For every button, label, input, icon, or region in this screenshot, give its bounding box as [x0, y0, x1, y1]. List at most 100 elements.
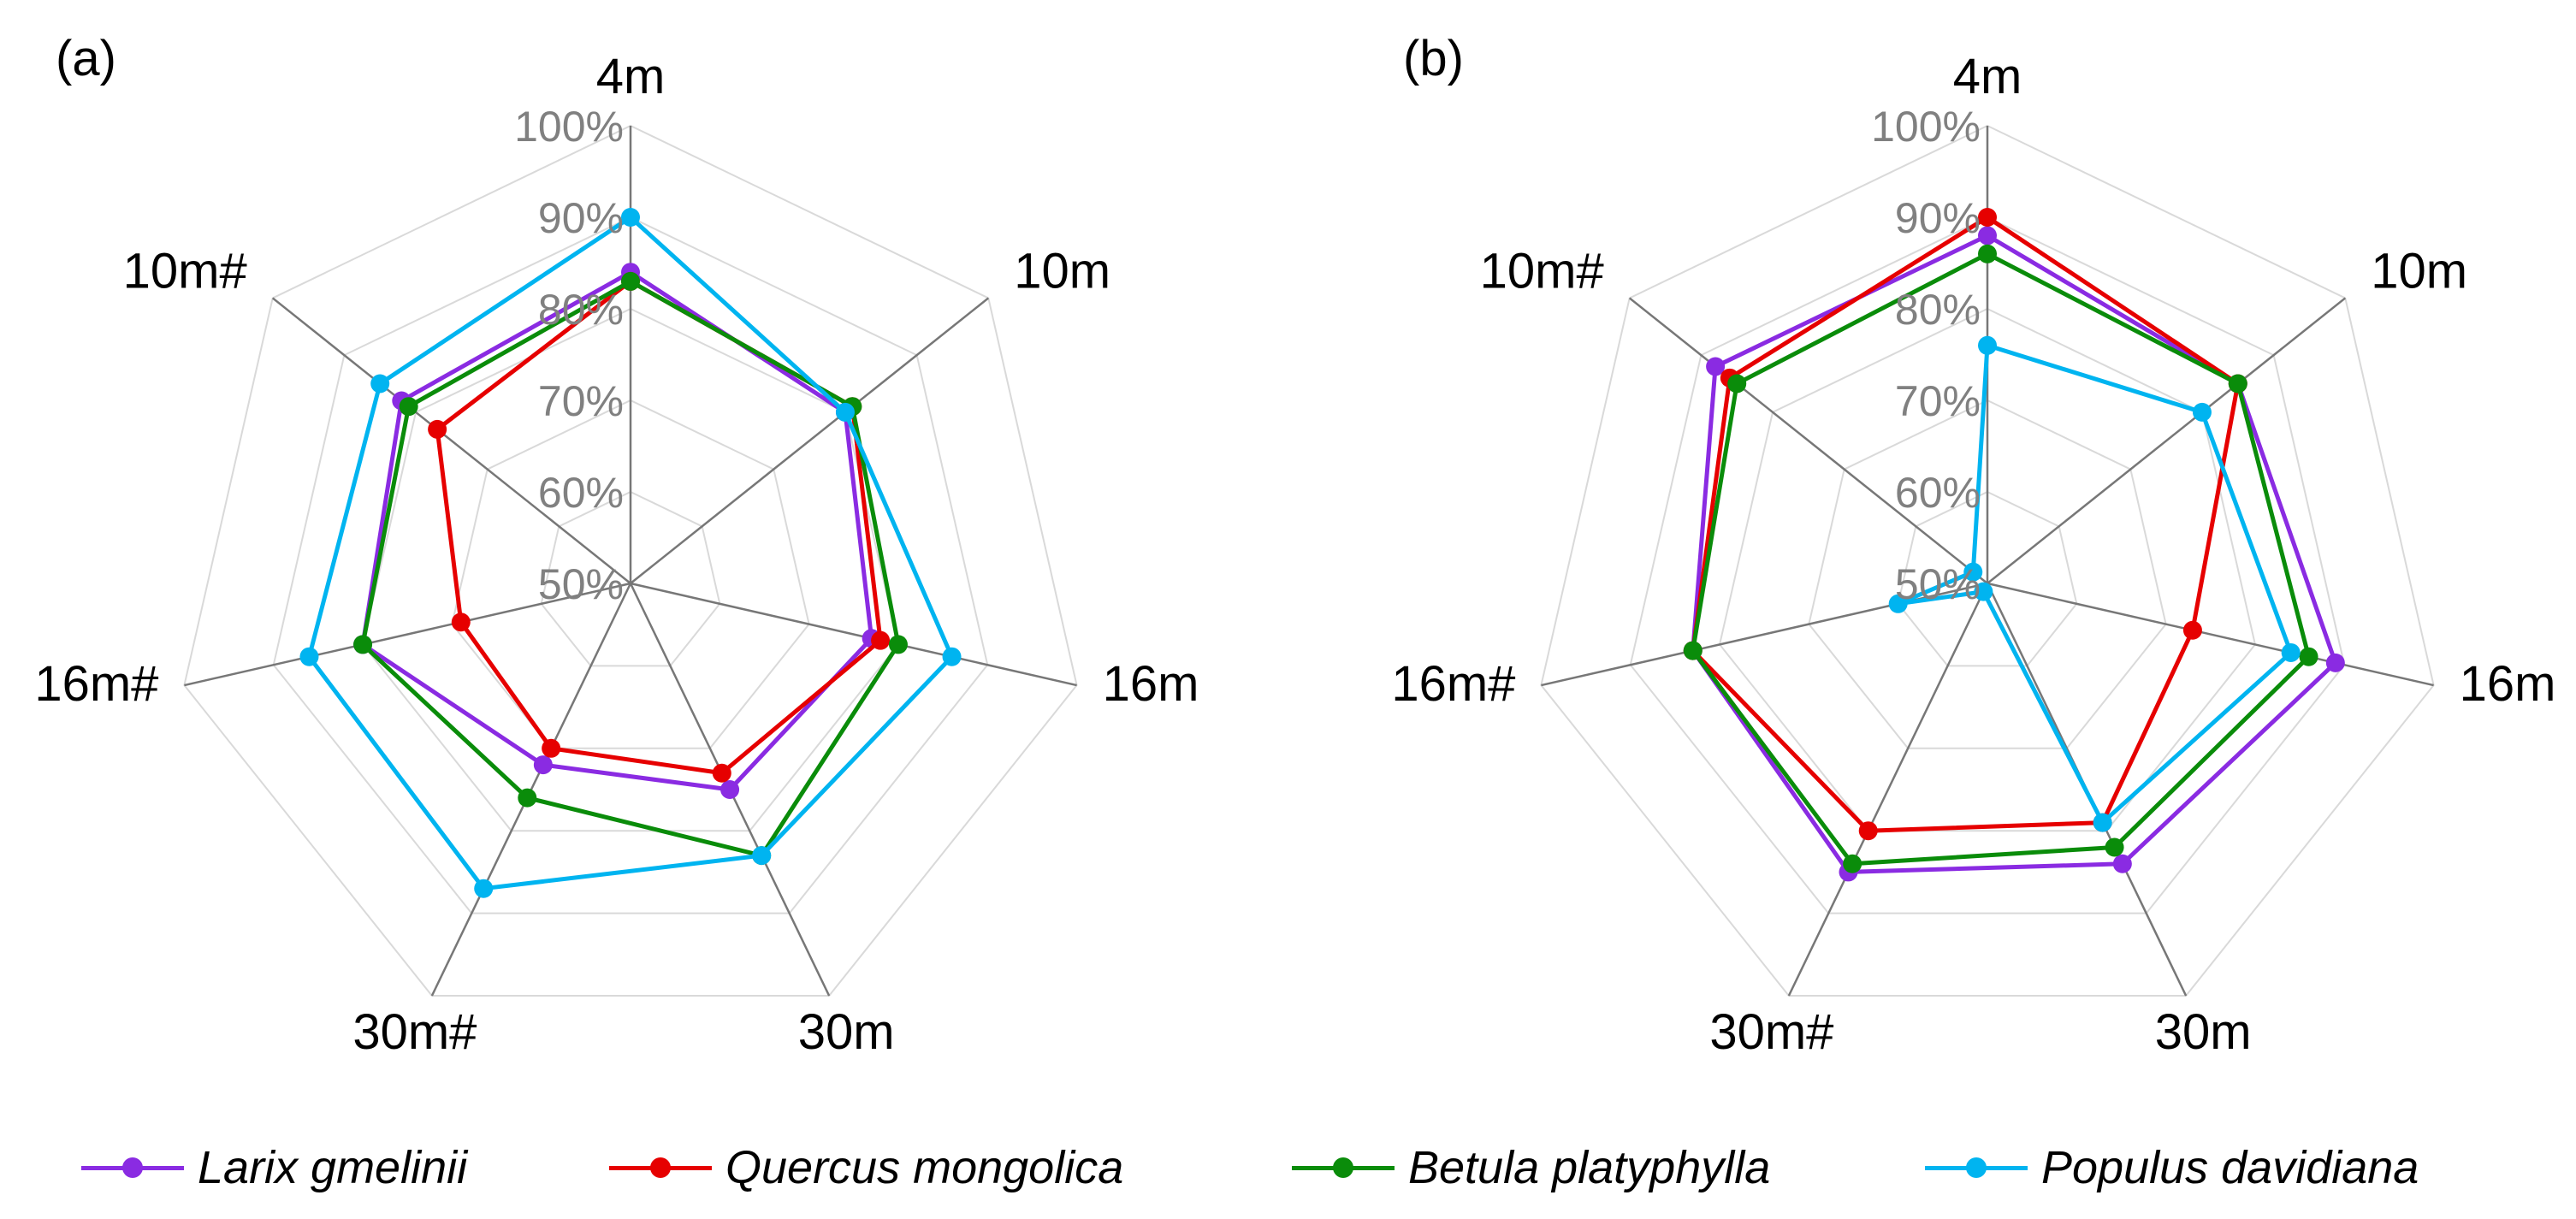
axis-spoke	[1987, 297, 2347, 584]
data-point-quercus-mongolica	[2182, 620, 2202, 640]
axis-spoke	[630, 297, 990, 584]
data-point-larix-gmelinii	[1706, 357, 1726, 376]
data-point-populus-davidiana	[2192, 402, 2212, 422]
grid-ring	[272, 216, 989, 914]
data-point-betula-platyphylla	[2299, 647, 2318, 666]
data-point-betula-platyphylla	[2105, 837, 2124, 857]
series-line-quercus-mongolica	[1691, 215, 2241, 833]
axis-label-10m-hash: 10m#	[123, 243, 247, 299]
radial-tick-label: 90%	[538, 194, 624, 242]
data-point-populus-davidiana	[2093, 813, 2112, 832]
data-point-quercus-mongolica	[1858, 821, 1878, 841]
radial-tick-label: 60%	[538, 469, 624, 517]
grid-ring	[183, 124, 1078, 997]
data-point-populus-davidiana	[1974, 582, 1993, 601]
axis-spoke	[271, 297, 631, 584]
axis-label-30m-hash: 30m#	[1709, 1004, 1833, 1060]
series-line-quercus-mongolica	[435, 279, 883, 776]
data-point-populus-davidiana	[1963, 562, 1983, 582]
grid-ring	[1629, 216, 2346, 914]
legend-item-quercus: Quercus mongolica	[609, 1129, 1123, 1206]
axis-spoke	[1987, 582, 2434, 687]
axis-spoke	[1628, 297, 1988, 584]
data-point-larix-gmelinii	[1978, 226, 1997, 246]
legend-label-quercus: Quercus mongolica	[725, 1142, 1124, 1193]
data-point-larix-gmelinii	[533, 755, 553, 775]
axis-label-16m: 16m	[2460, 656, 2556, 712]
legend-marker-populus	[1925, 1129, 2028, 1206]
axis-label-16m: 16m	[1103, 656, 1199, 712]
data-point-betula-platyphylla	[1843, 854, 1862, 873]
radial-tick-label: 90%	[1895, 194, 1981, 242]
axis-label-10m-hash: 10m#	[1480, 243, 1604, 299]
legend-marker-larix	[81, 1129, 184, 1206]
grid-ring	[1897, 490, 2078, 667]
legend-label-larix: Larix gmelinii	[198, 1142, 468, 1193]
data-point-betula-platyphylla	[621, 271, 640, 291]
radial-tick-label: 60%	[1895, 469, 1981, 517]
data-point-populus-davidiana	[1888, 594, 1908, 613]
legend-item-larix: Larix gmelinii	[81, 1129, 467, 1206]
axis-label-16m-hash: 16m#	[34, 656, 158, 712]
data-point-populus-davidiana	[942, 647, 962, 666]
series-line-larix-gmelinii	[1691, 233, 2338, 874]
radial-tick-label: 100%	[514, 103, 624, 151]
legend-marker-betula	[1292, 1129, 1395, 1206]
data-point-betula-platyphylla	[1727, 374, 1747, 394]
data-point-betula-platyphylla	[888, 635, 908, 654]
grid-ring	[451, 399, 810, 749]
radial-tick-label: 50%	[1895, 560, 1981, 608]
grid-ring	[361, 307, 900, 832]
data-point-populus-davidiana	[835, 402, 855, 422]
data-point-quercus-mongolica	[871, 630, 891, 650]
radial-tick-label: 70%	[538, 377, 624, 425]
radar-panel-a: 50% 60% 70% 80% 90% 100%4m 10m 16m 30m 30m# 16m# 10…	[34, 31, 1199, 1060]
axis-label-10m: 10m	[1014, 243, 1110, 299]
series-line-populus-davidiana	[306, 215, 955, 891]
axis-spoke	[1787, 583, 1989, 997]
legend-item-populus: Populus davidiana	[1925, 1129, 2419, 1206]
data-point-betula-platyphylla	[353, 635, 373, 654]
data-point-betula-platyphylla	[1978, 244, 1997, 263]
series-line-larix-gmelinii	[360, 269, 874, 792]
radial-tick-label: 50%	[538, 560, 624, 608]
radial-tick-label: 80%	[538, 286, 624, 334]
data-point-quercus-mongolica	[712, 763, 731, 783]
data-point-quercus-mongolica	[451, 612, 471, 632]
data-point-betula-platyphylla	[1683, 641, 1703, 660]
radial-tick-label: 100%	[1871, 103, 1981, 151]
grid-ring	[1808, 399, 2167, 749]
data-point-populus-davidiana	[752, 846, 772, 866]
panel-label: (a)	[56, 31, 116, 86]
data-point-quercus-mongolica	[428, 419, 447, 439]
data-point-populus-davidiana	[1978, 335, 1997, 355]
data-point-quercus-mongolica	[1978, 208, 1997, 227]
axis-label-16m-hash: 16m#	[1391, 656, 1515, 712]
data-point-populus-davidiana	[621, 208, 640, 227]
axis-label-30m: 30m	[798, 1004, 895, 1060]
data-point-larix-gmelinii	[2112, 854, 2132, 873]
data-point-betula-platyphylla	[518, 788, 537, 808]
data-point-quercus-mongolica	[542, 738, 561, 758]
grid-ring	[1718, 307, 2257, 832]
data-point-populus-davidiana	[370, 374, 390, 394]
axis-label-30m-hash: 30m#	[352, 1004, 477, 1060]
axis-spoke	[630, 582, 1077, 687]
panel-label: (b)	[1403, 31, 1464, 86]
legend-label-populus: Populus davidiana	[2041, 1142, 2419, 1193]
legend: Larix gmelinii Quercus mongolica Betula …	[0, 1129, 2576, 1206]
data-point-larix-gmelinii	[720, 780, 740, 800]
axis-label-10m: 10m	[2371, 243, 2467, 299]
data-point-populus-davidiana	[474, 879, 494, 898]
axis-label-30m: 30m	[2155, 1004, 2252, 1060]
axis-label-4m: 4m	[596, 49, 666, 104]
legend-marker-quercus	[609, 1129, 712, 1206]
legend-item-betula: Betula platyphylla	[1292, 1129, 1770, 1206]
data-point-betula-platyphylla	[2228, 374, 2247, 394]
data-point-larix-gmelinii	[2325, 653, 2345, 672]
series-line-betula-platyphylla	[1691, 251, 2312, 867]
grid-ring	[1540, 124, 2435, 997]
series-line-populus-davidiana	[1896, 343, 2294, 825]
data-point-populus-davidiana	[2281, 642, 2301, 662]
